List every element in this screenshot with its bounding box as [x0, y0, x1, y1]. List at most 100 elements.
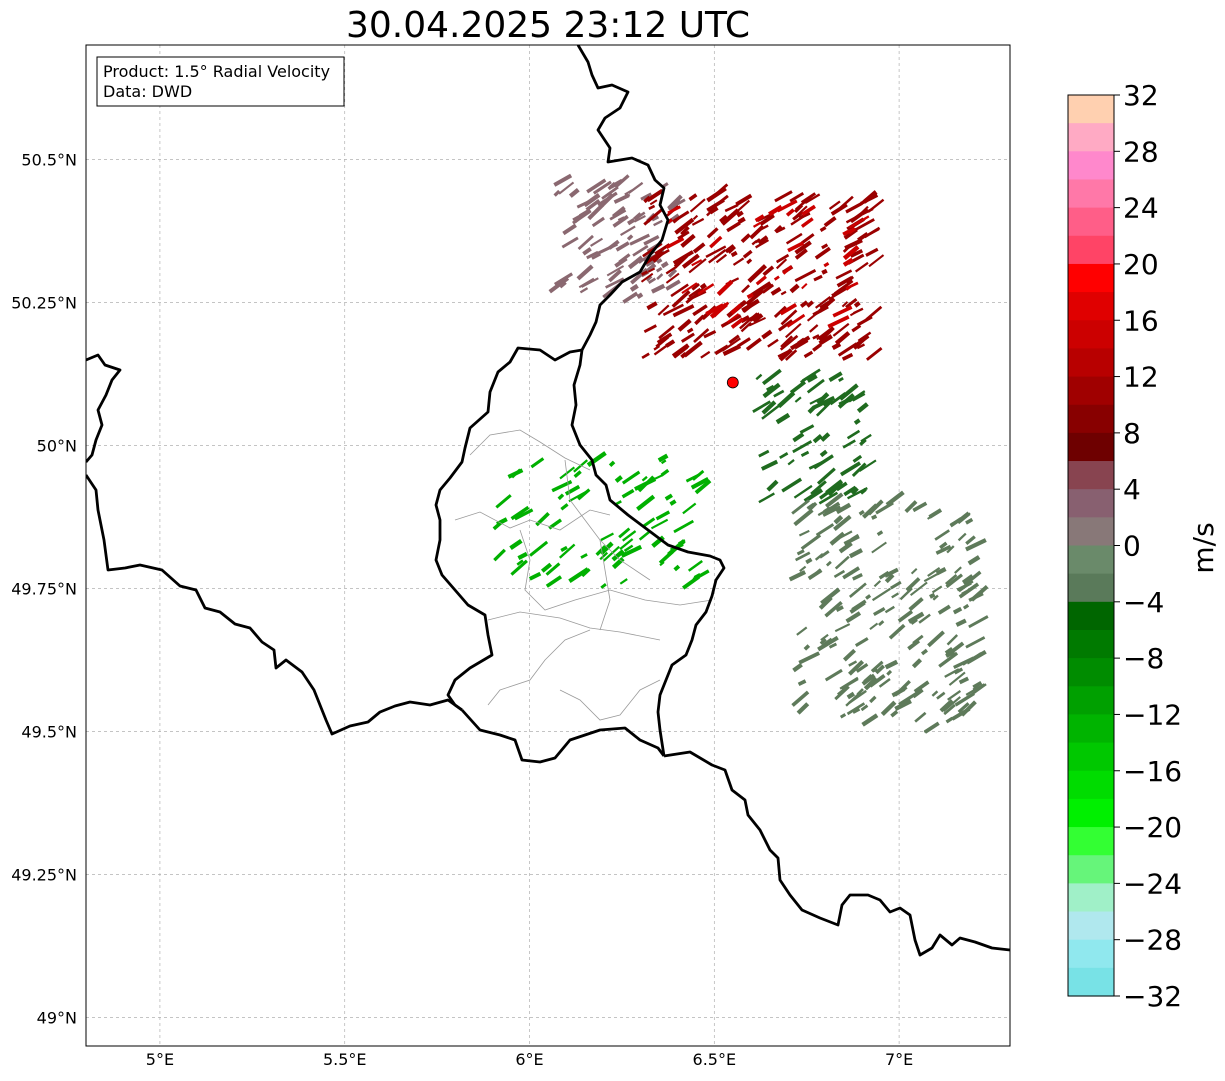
echo-cell	[838, 395, 855, 407]
echo-cell	[778, 348, 793, 362]
colorbar-band	[1068, 376, 1114, 406]
region-border-4	[487, 611, 661, 641]
echo-cell	[755, 373, 763, 381]
echo-cell	[510, 559, 528, 576]
colorbar-band	[1068, 714, 1114, 744]
echo-cell	[842, 229, 850, 237]
echo-cell	[660, 459, 667, 465]
echo-cell	[931, 690, 939, 697]
colorbar-band	[1068, 404, 1114, 434]
colorbar-tick-label: 8	[1123, 417, 1141, 450]
echo-cell	[961, 574, 974, 585]
echo-cell	[834, 331, 851, 346]
border-belgium-germany	[576, 45, 670, 351]
colorbar-band	[1068, 95, 1114, 124]
echo-cell	[540, 562, 553, 573]
echo-cell	[620, 544, 643, 558]
echo-cell	[586, 178, 607, 194]
echo-cell	[955, 618, 967, 627]
echo-cell	[814, 553, 824, 561]
echo-cell	[727, 245, 736, 254]
echo-cell	[740, 321, 752, 333]
colorbar-band	[1068, 432, 1114, 462]
echo-cell	[918, 613, 931, 624]
echo-cell	[758, 449, 770, 458]
echo-cell	[898, 691, 919, 706]
echo-cell	[629, 233, 650, 246]
echo-cell	[932, 594, 939, 601]
echo-cell	[697, 283, 715, 296]
lat-tick-label: 49.25°N	[11, 865, 77, 884]
echo-cell	[673, 564, 681, 572]
colorbar-tick-label: −8	[1123, 642, 1164, 675]
echo-cell	[681, 253, 700, 269]
echo-cell	[766, 479, 779, 492]
echo-cell	[721, 337, 741, 352]
echo-cell	[789, 335, 811, 351]
echo-cell	[757, 235, 769, 245]
echo-cell	[945, 641, 965, 658]
echo-cell	[688, 287, 701, 298]
echo-cell	[545, 575, 563, 588]
echo-cell	[873, 606, 886, 617]
echo-cell	[775, 258, 788, 270]
echo-cell	[720, 208, 740, 226]
echo-cell	[768, 204, 783, 217]
echo-cell	[658, 248, 670, 258]
echo-cell	[646, 275, 653, 282]
echo-cell	[806, 378, 825, 394]
echo-cell	[838, 541, 853, 554]
colorbar-tick-label: −4	[1123, 586, 1164, 619]
echo-cell	[944, 646, 954, 655]
echo-cell	[852, 454, 863, 463]
echo-cell	[878, 570, 890, 580]
echo-cell	[530, 457, 545, 469]
echo-cell	[865, 305, 883, 321]
echo-cell	[656, 258, 663, 264]
echo-cell	[682, 575, 700, 590]
echo-cluster-outbound-red-edge	[665, 199, 870, 329]
echo-cell	[785, 232, 803, 245]
echo-cell	[560, 503, 569, 511]
radar-site-marker	[726, 376, 739, 389]
lat-tick-label: 49.75°N	[11, 579, 77, 598]
echo-cell	[821, 243, 829, 250]
echo-cell	[854, 218, 875, 232]
echo-cell	[945, 573, 964, 589]
echo-cell	[830, 202, 848, 216]
echo-cell	[927, 510, 940, 520]
echo-cell	[787, 459, 795, 466]
echo-cell	[805, 557, 813, 565]
echo-cell	[884, 573, 895, 584]
echo-cell	[833, 569, 846, 579]
echo-cell	[678, 539, 686, 545]
info-box: Product: 1.5° Radial Velocity Data: DWD	[96, 56, 345, 107]
echo-cell	[649, 199, 658, 206]
echo-cell	[834, 555, 850, 570]
echo-cell	[812, 343, 823, 352]
echo-cell	[970, 584, 989, 602]
echo-cell	[799, 424, 815, 435]
echo-cell	[812, 434, 823, 444]
echo-cell	[608, 239, 620, 250]
colorbar-band	[1068, 770, 1114, 800]
echo-cell	[847, 487, 868, 500]
echo-cell	[831, 342, 842, 351]
echo-cell	[599, 551, 609, 561]
echo-cell	[606, 265, 625, 277]
echo-cell	[861, 713, 879, 727]
border-france-belgium	[86, 474, 463, 736]
echo-cell	[734, 199, 751, 214]
echo-cell	[742, 249, 753, 259]
colorbar-band	[1068, 461, 1114, 490]
echo-cell	[938, 651, 959, 668]
border-france-germany	[663, 750, 1010, 957]
echo-cell	[948, 671, 966, 686]
echo-cell	[934, 529, 950, 541]
echo-cell	[848, 660, 858, 667]
echo-cell	[869, 695, 877, 704]
echo-cell	[680, 226, 690, 236]
echo-cell	[653, 345, 661, 351]
echo-cell	[931, 585, 943, 594]
echo-cell	[782, 265, 793, 275]
